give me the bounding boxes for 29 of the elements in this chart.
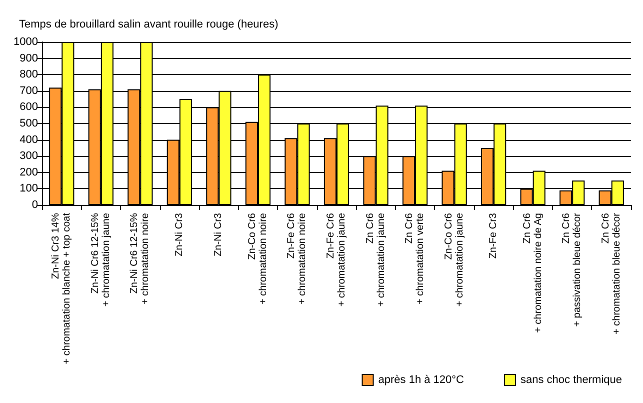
y-tick-label: 900: [20, 52, 38, 64]
legend-label: après 1h à 120°C: [378, 374, 464, 386]
x-tick-label: Zn-Co Cr6 + chromatation jaune: [443, 212, 466, 307]
y-tick-label: 500: [20, 118, 38, 130]
x-tick-label: Zn-Co Cr6 + chromatation noire: [246, 212, 269, 304]
x-tick-label: Zn-Ni Cr3: [174, 212, 185, 256]
x-tick-label: Zn-Fe Cr3: [488, 212, 500, 259]
x-tick-label: Zn-Fe Cr6 + chromatation noire: [286, 212, 308, 304]
x-tick-label: Zn-Ni Cr3 14% + chromatation blanche + top coat: [50, 212, 73, 364]
x-tick-label: Zn Cr6 + chromatation jaune: [364, 212, 387, 307]
x-tick-label: Zn-Ni Cr6 12-15% + chromatation jaune: [90, 212, 112, 307]
x-tick-label: Zn-Ni Cr6 12-15% + chromatation noire: [129, 212, 152, 304]
y-tick-label: 0: [32, 199, 38, 211]
x-tick-label: Zn-Fe Cr6 + chromatation jaune: [326, 212, 348, 307]
y-tick-label: 400: [20, 134, 38, 146]
x-tick-label: Zn Cr6 + chromatation bleue décor: [600, 212, 622, 334]
legend-label: sans choc thermique: [520, 374, 622, 386]
x-tick-label: Zn-Ni Cr3: [213, 212, 224, 256]
y-tick-label: 700: [20, 84, 38, 97]
x-tick-label: Zn Cr6 + chromatation noire de Ag: [522, 212, 544, 333]
chart-title: Temps de brouillard salin avant rouille rouge (heures): [19, 18, 278, 30]
y-tick-label: 300: [20, 150, 38, 162]
y-tick-label: 800: [20, 68, 38, 81]
x-tick-label: Zn Cr6 + passivation bleue décor: [561, 212, 584, 327]
y-tick-label: 200: [20, 166, 38, 178]
y-tick-label: 1000: [14, 36, 38, 48]
x-tick-label: Zn Cr6 + chromatation verte: [404, 212, 426, 304]
y-tick-label: 100: [20, 182, 38, 195]
y-tick-label: 600: [20, 101, 38, 114]
